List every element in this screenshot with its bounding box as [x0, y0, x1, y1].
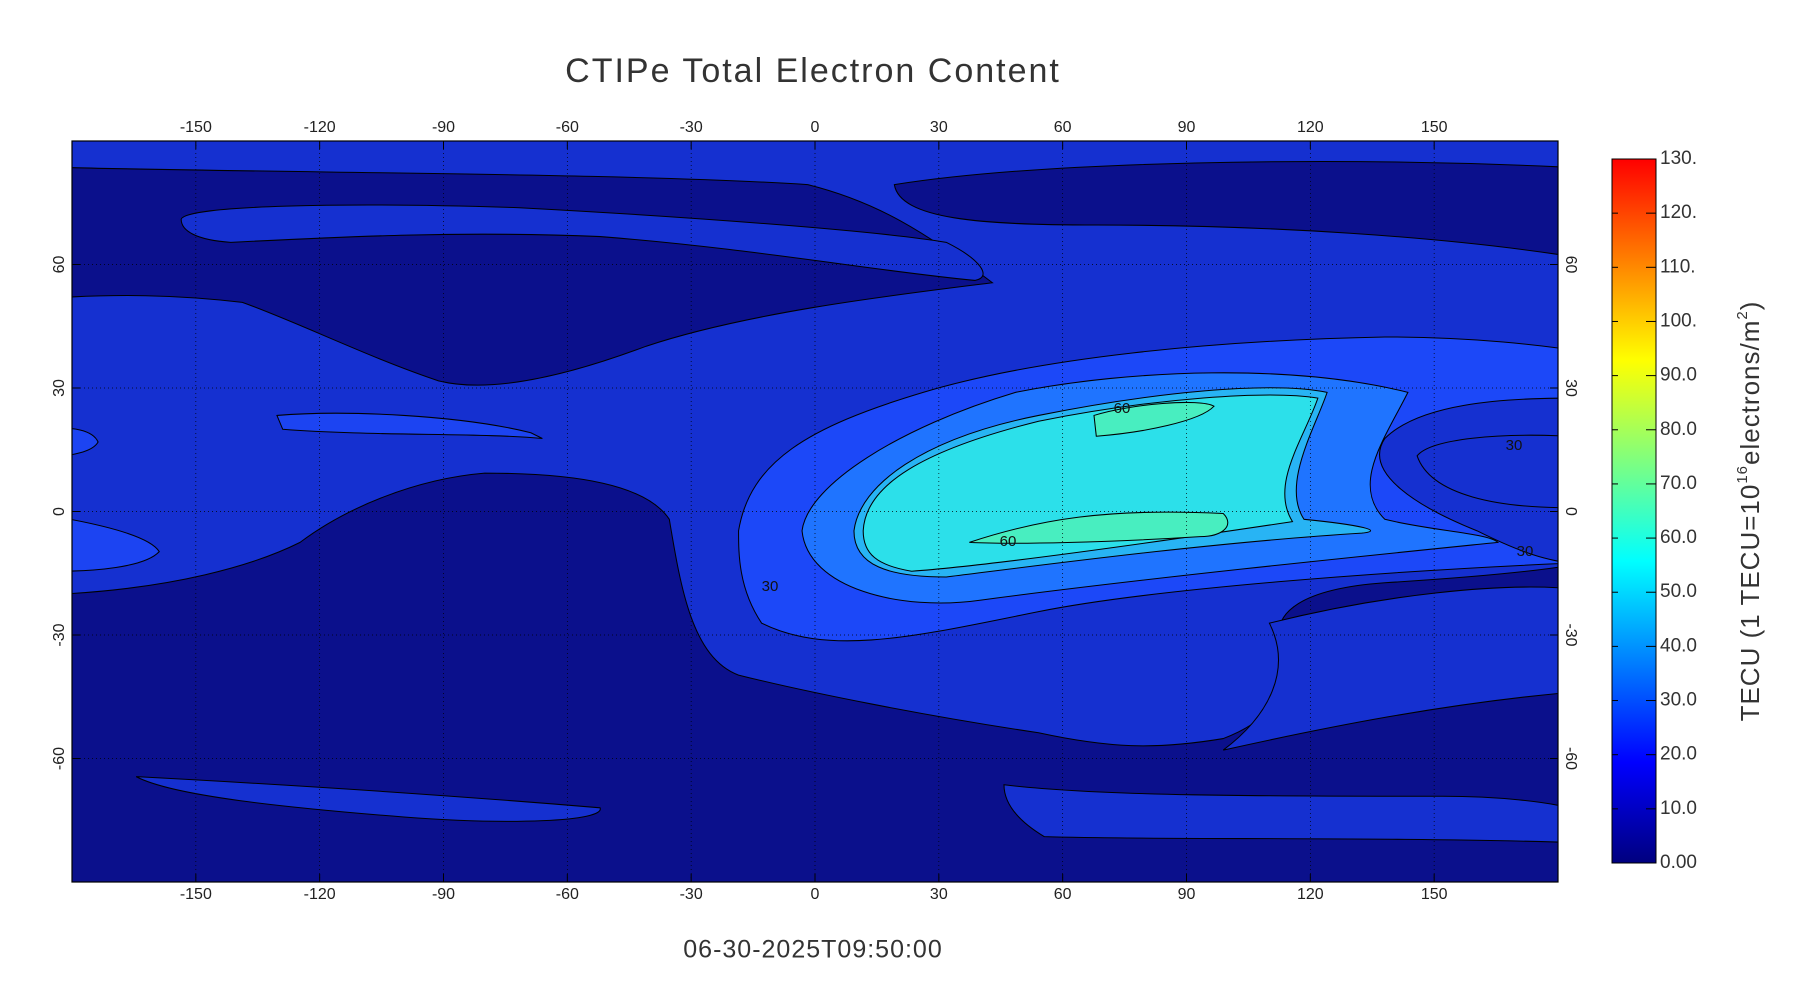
y-tick-label: -30	[1562, 623, 1579, 646]
colorbar-tick-label: 110.	[1660, 256, 1696, 277]
x-tick-label: -150	[180, 119, 212, 136]
contour-label: 60	[1114, 400, 1131, 417]
x-tick-label: 60	[1054, 886, 1072, 903]
contour-region	[276, 412, 543, 440]
colorbar-tick-label: 40.0	[1660, 635, 1697, 656]
colorbar-tick-label: 80.0	[1660, 419, 1697, 440]
colorbar	[1611, 158, 1657, 864]
colorbar-tick-label: 130.	[1660, 148, 1697, 169]
contour-region	[969, 511, 1229, 544]
x-tick-label: -120	[304, 886, 336, 903]
contour-region	[893, 161, 1558, 256]
x-tick-label: -60	[556, 119, 579, 136]
y-tick-label: 30	[51, 379, 68, 397]
colorbar-tick-label: 30.0	[1660, 690, 1697, 711]
colorbar-label: TECU (1 TECU=1016electrons/m2)	[1734, 301, 1765, 722]
x-tick-label: 120	[1297, 886, 1324, 903]
x-tick-label: 150	[1421, 119, 1448, 136]
contour-region	[1222, 586, 1558, 751]
x-tick-label: 150	[1421, 886, 1448, 903]
contour-label: 30	[762, 578, 779, 595]
x-tick-label: -90	[432, 886, 455, 903]
contour-region	[72, 472, 1558, 882]
colorbar-label-part: 16	[1734, 465, 1751, 484]
colorbar-tick-label: 70.0	[1660, 473, 1697, 494]
x-tick-label: 90	[1178, 119, 1196, 136]
contour-label: 30	[1506, 437, 1523, 454]
contour-region	[1416, 434, 1558, 509]
x-tick-label: -120	[304, 119, 336, 136]
x-tick-label: -30	[680, 119, 703, 136]
y-tick-label: -60	[1562, 747, 1579, 770]
contour-region	[1003, 784, 1558, 843]
x-tick-label: 0	[811, 886, 820, 903]
x-tick-label: 30	[930, 119, 948, 136]
map-field	[72, 141, 1558, 882]
colorbar-tick-label: 0.00	[1660, 852, 1697, 873]
x-tick-label: -90	[432, 119, 455, 136]
colorbar-tick-label: 50.0	[1660, 581, 1697, 602]
contour-region	[72, 519, 160, 572]
contour-label: 60	[1000, 533, 1017, 550]
y-tick-label: -60	[51, 747, 68, 770]
x-tick-label: 0	[811, 119, 820, 136]
y-tick-label: 0	[51, 507, 68, 516]
y-tick-label: -30	[51, 623, 68, 646]
colorbar-tick-label: 90.0	[1660, 365, 1697, 386]
timestamp: 06-30-2025T09:50:00	[683, 936, 942, 964]
contour-region	[135, 776, 601, 822]
colorbar-label-part: TECU (1 TECU=10	[1735, 484, 1765, 722]
y-tick-label: 30	[1562, 379, 1579, 397]
x-tick-label: -30	[680, 886, 703, 903]
y-tick-label: 0	[1562, 507, 1579, 516]
contour-region	[1093, 401, 1215, 437]
colorbar-label-part: electrons/m	[1735, 320, 1765, 465]
colorbar-tick-label: 10.0	[1660, 798, 1697, 819]
contour-region	[72, 428, 99, 456]
contour-region	[180, 204, 984, 281]
x-tick-label: 30	[930, 886, 948, 903]
colorbar-tick-label: 60.0	[1660, 527, 1697, 548]
colorbar-tick-label: 100.	[1660, 310, 1697, 331]
x-tick-label: 90	[1178, 886, 1196, 903]
x-tick-label: 120	[1297, 119, 1324, 136]
colorbar-tick-label: 120.	[1660, 202, 1697, 223]
contour-fill	[72, 161, 1558, 882]
colorbar-label-part: )	[1735, 301, 1765, 311]
y-tick-label: 60	[1562, 256, 1579, 274]
contour-label: 30	[1517, 543, 1534, 560]
chart-title: CTIPe Total Electron Content	[565, 52, 1061, 90]
y-tick-label: 60	[51, 256, 68, 274]
x-tick-label: -60	[556, 886, 579, 903]
colorbar-tick-label: 20.0	[1660, 744, 1697, 765]
colorbar-label-part: 2	[1734, 310, 1751, 319]
x-tick-label: -150	[180, 886, 212, 903]
x-tick-label: 60	[1054, 119, 1072, 136]
